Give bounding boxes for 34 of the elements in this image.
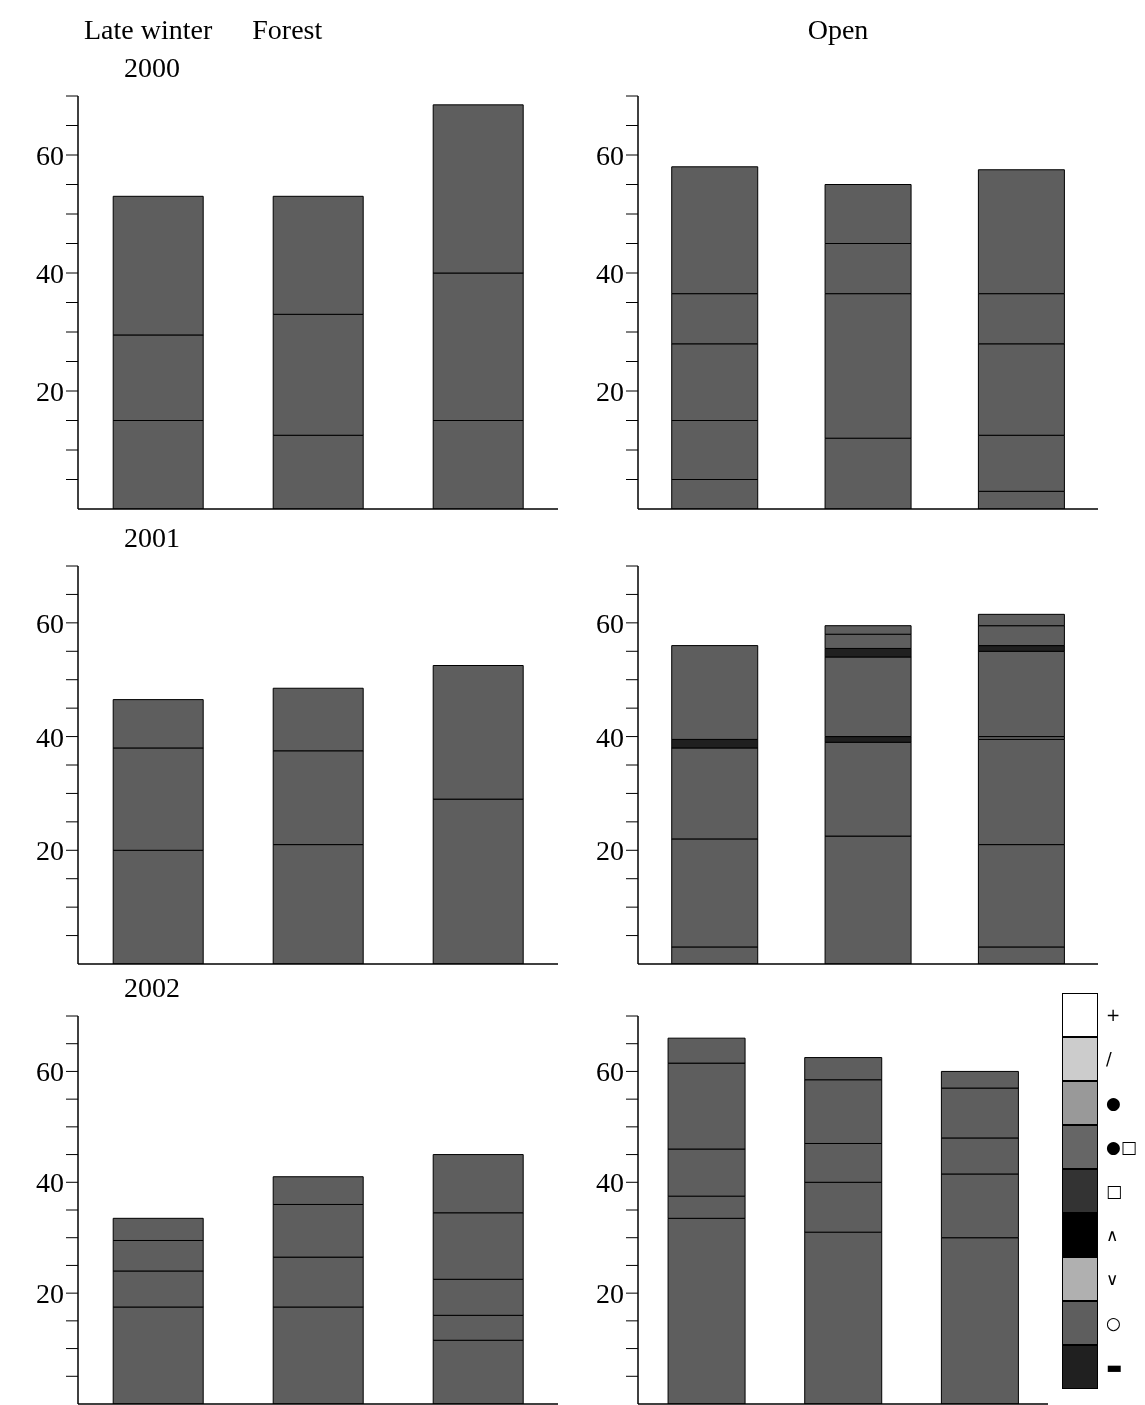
chart-title: 2001 (124, 522, 180, 554)
category-label: ●□ (1106, 1137, 1137, 1157)
y-tick-label: 60 (596, 1056, 624, 1088)
y-tick-label: 20 (36, 835, 64, 867)
category-label: □ (1106, 1181, 1123, 1201)
y-tick-label: 40 (596, 721, 624, 753)
bar (977, 650, 1065, 738)
chart-title: 2000 (124, 52, 180, 84)
category-label: ○ (1106, 1313, 1121, 1333)
y-tick-label: 40 (36, 257, 64, 289)
y-tick-label: 40 (36, 721, 64, 753)
category-label: / (1106, 1049, 1112, 1069)
y-tick-label: 20 (36, 375, 64, 407)
y-tick-label: 20 (36, 1278, 64, 1310)
text: Open (807, 14, 869, 47)
y-tick-label: 40 (36, 1167, 64, 1199)
text: Forest (252, 14, 323, 47)
category-label: ∨ (1106, 1269, 1119, 1289)
y-tick-label: 40 (596, 257, 624, 289)
category-label: ∧ (1106, 1225, 1119, 1245)
y-tick-label: 60 (36, 1056, 64, 1088)
chart-title: 2002 (124, 972, 180, 1004)
y-tick-label: 60 (36, 139, 64, 171)
category-label: ● (1106, 1093, 1121, 1113)
text: Late winter (84, 14, 213, 45)
y-tick-label: 40 (596, 1167, 624, 1199)
y-tick-label: 20 (596, 1278, 624, 1310)
y-tick-label: 20 (596, 375, 624, 407)
category-label: + (1106, 1005, 1121, 1025)
category-label: ▬ (1106, 1357, 1123, 1377)
y-tick-label: 60 (596, 607, 624, 639)
y-tick-label: 60 (36, 607, 64, 639)
y-tick-label: 20 (596, 835, 624, 867)
y-tick-label: 60 (596, 139, 624, 171)
